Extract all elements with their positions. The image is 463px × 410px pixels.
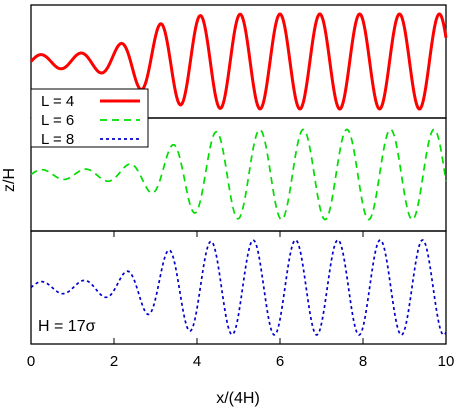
x-axis-label: x/(4H) bbox=[216, 390, 260, 407]
x-ticks: 0 2 4 6 8 10 bbox=[27, 231, 455, 370]
series-curves bbox=[29, 12, 448, 336]
legend-label: L = 4 bbox=[41, 93, 74, 110]
y-axis-label: z/H bbox=[1, 168, 18, 192]
x-tick-label: 10 bbox=[438, 353, 455, 370]
x-tick-label: 6 bbox=[276, 353, 284, 370]
x-tick-label: 2 bbox=[110, 353, 118, 370]
legend: L = 4 L = 6 L = 8 bbox=[30, 88, 149, 148]
series-line-3 bbox=[30, 239, 447, 336]
legend-label: L = 8 bbox=[41, 131, 74, 148]
x-tick-label: 0 bbox=[27, 353, 35, 370]
legend-box bbox=[30, 88, 149, 148]
series-line-1 bbox=[29, 12, 448, 111]
legend-label: L = 6 bbox=[41, 112, 74, 129]
series-line-2 bbox=[30, 128, 447, 221]
annotation-label: H = 17σ bbox=[38, 318, 96, 335]
x-tick-label: 8 bbox=[359, 353, 367, 370]
x-tick-label: 4 bbox=[193, 353, 201, 370]
